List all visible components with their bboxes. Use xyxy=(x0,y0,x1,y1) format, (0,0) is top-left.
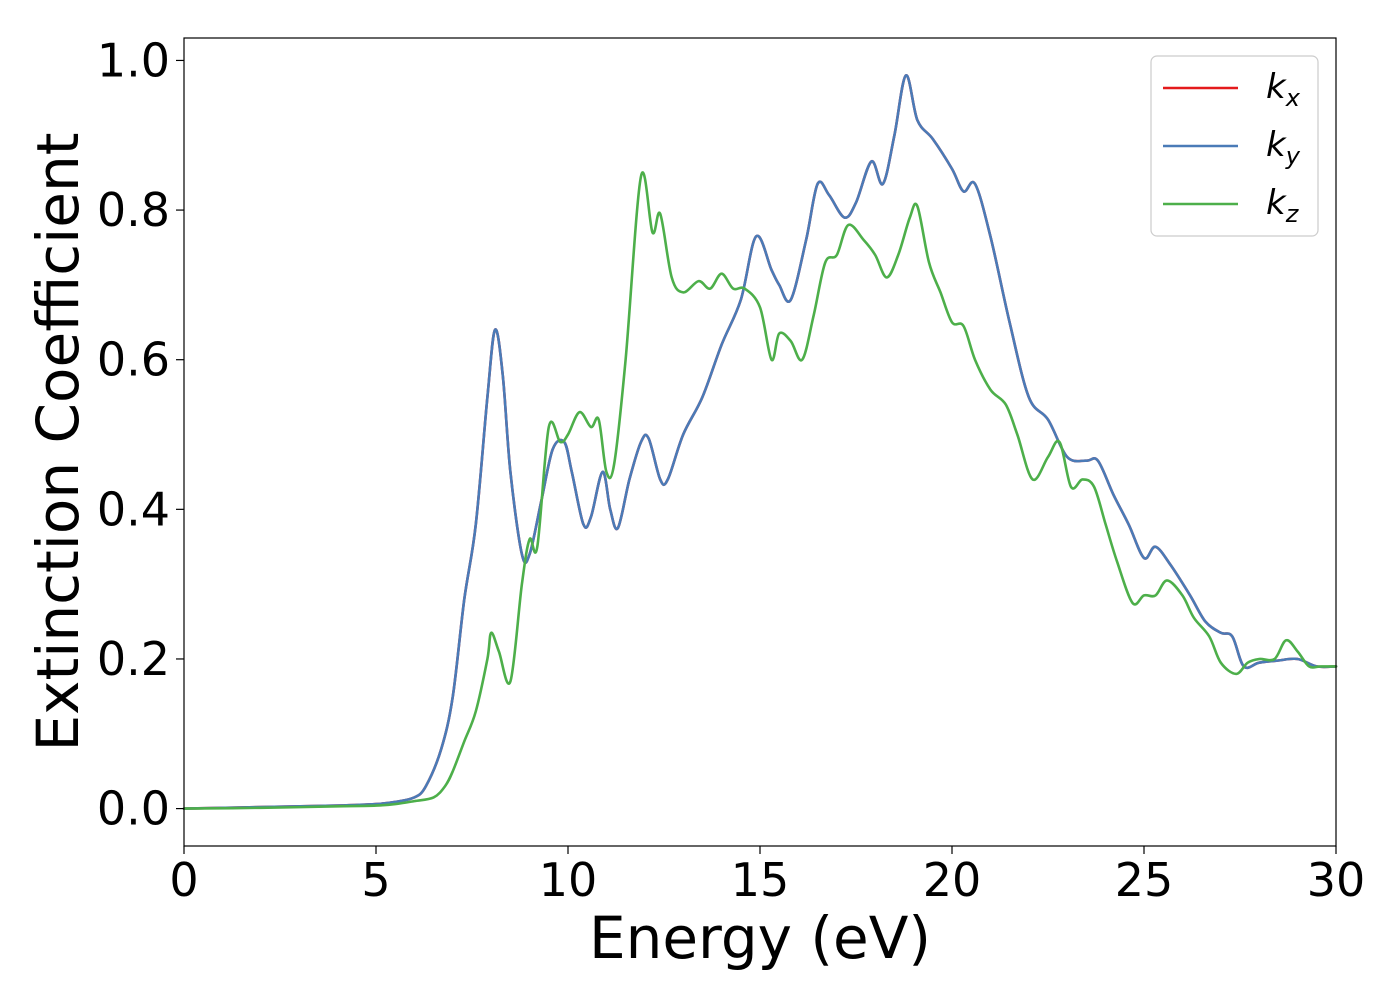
legend-label-subscript: y xyxy=(1285,142,1301,170)
series-line-y xyxy=(182,74,1338,810)
x-axis-title: Energy (eV) xyxy=(589,904,931,972)
x-tick-label: 5 xyxy=(361,853,390,907)
y-tick-label: 0.2 xyxy=(97,632,170,686)
legend-label-subscript: z xyxy=(1285,200,1300,228)
y-tick-label: 1.0 xyxy=(97,33,170,87)
series-layer xyxy=(182,74,1338,810)
x-tick-label: 25 xyxy=(1115,853,1174,907)
legend-label-main: k xyxy=(1266,125,1287,165)
x-axis: 0 5 10 15 20 25 30 xyxy=(169,846,1365,907)
y-tick-label: 0.6 xyxy=(97,333,170,387)
legend-label-subscript: x xyxy=(1285,84,1301,112)
series-line-z xyxy=(182,171,1338,810)
legend-label-z: kz xyxy=(1266,183,1300,228)
y-tick-label: 0.8 xyxy=(97,183,170,237)
plot-area xyxy=(184,38,1336,846)
x-tick-label: 10 xyxy=(539,853,598,907)
y-axis: 0.0 0.2 0.4 0.6 0.8 1.0 xyxy=(97,33,184,836)
x-tick-label: 15 xyxy=(731,853,790,907)
x-tick-label: 0 xyxy=(169,853,198,907)
legend-label-x: kx xyxy=(1266,67,1301,112)
legend-label-y: ky xyxy=(1266,125,1301,170)
y-axis-title: Extinction Coefficient xyxy=(24,133,92,752)
legend-label-main: k xyxy=(1266,183,1287,223)
legend-label-main: k xyxy=(1266,67,1287,107)
x-tick-label: 20 xyxy=(923,853,982,907)
y-tick-label: 0.4 xyxy=(97,482,170,536)
y-tick-label: 0.0 xyxy=(97,782,170,836)
x-tick-label: 30 xyxy=(1307,853,1366,907)
